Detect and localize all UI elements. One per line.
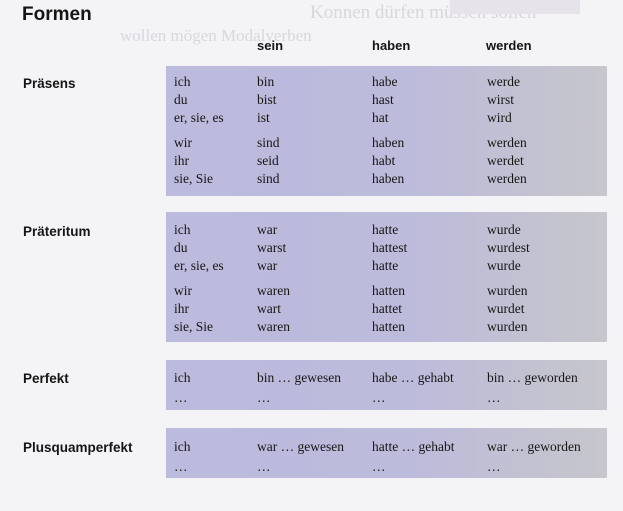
- verb-form-cell: haben: [372, 171, 405, 186]
- pronoun-cell: …: [174, 459, 188, 474]
- verb-form-cell: wurden: [487, 283, 528, 298]
- pronoun-cell: wir: [174, 283, 192, 298]
- verb-form-cell: wurden: [487, 319, 528, 334]
- verb-form-cell: habe … gehabt: [372, 370, 454, 385]
- conjugation-block-plusquamperfekt: [166, 428, 607, 478]
- conjugation-block-perfekt: [166, 360, 607, 410]
- pronoun-cell: …: [174, 390, 188, 405]
- verb-form-cell: hatte: [372, 258, 399, 273]
- pronoun-cell: er, sie, es: [174, 258, 224, 273]
- verb-form-cell: werdet: [487, 153, 524, 168]
- verb-form-cell: werden: [487, 135, 527, 150]
- conjugation-block-praeteritum: [166, 212, 607, 342]
- section-label-perfekt: Perfekt: [23, 371, 69, 386]
- verb-form-cell: waren: [257, 283, 290, 298]
- verb-form-cell: …: [487, 390, 501, 405]
- section-label-praeteritum: Präteritum: [23, 224, 91, 239]
- pronoun-cell: er, sie, es: [174, 110, 224, 125]
- verb-form-cell: …: [372, 390, 386, 405]
- verb-form-cell: war: [257, 222, 278, 237]
- column-header-sein: sein: [257, 38, 284, 53]
- column-header-haben: haben: [372, 38, 411, 53]
- verb-form-cell: war … gewesen: [257, 439, 344, 454]
- pronoun-cell: wir: [174, 135, 192, 150]
- verb-form-cell: wurdest: [487, 240, 530, 255]
- verb-form-cell: sind: [257, 171, 280, 186]
- verb-form-cell: habe: [372, 74, 398, 89]
- verb-form-cell: werde: [487, 74, 520, 89]
- verb-form-cell: …: [257, 459, 271, 474]
- verb-form-cell: wurde: [487, 258, 521, 273]
- verb-form-cell: wird: [487, 110, 512, 125]
- verb-form-cell: hatten: [372, 319, 405, 334]
- conjugation-block-praesens: [166, 66, 607, 196]
- background-show-through-2: wollen mögen Modalverben: [120, 26, 312, 45]
- verb-form-cell: bin … geworden: [487, 370, 578, 385]
- background-bar: [450, 0, 580, 14]
- pronoun-cell: du: [174, 92, 188, 107]
- pronoun-cell: ich: [174, 439, 191, 454]
- verb-form-cell: wurdet: [487, 301, 525, 316]
- column-header-werden: werden: [486, 38, 532, 53]
- verb-form-cell: hattet: [372, 301, 402, 316]
- verb-form-cell: hat: [372, 110, 389, 125]
- page-title: Formen: [22, 4, 92, 25]
- pronoun-cell: ich: [174, 370, 191, 385]
- pronoun-cell: ich: [174, 74, 191, 89]
- verb-form-cell: …: [372, 459, 386, 474]
- verb-form-cell: …: [487, 459, 501, 474]
- verb-form-cell: habt: [372, 153, 396, 168]
- section-label-praesens: Präsens: [23, 76, 76, 91]
- verb-form-cell: hatte … gehabt: [372, 439, 455, 454]
- verb-form-cell: werden: [487, 171, 527, 186]
- verb-form-cell: bin: [257, 74, 275, 89]
- verb-form-cell: hatte: [372, 222, 399, 237]
- verb-form-cell: …: [257, 390, 271, 405]
- verb-form-cell: hattest: [372, 240, 408, 255]
- pronoun-cell: ich: [174, 222, 191, 237]
- pronoun-cell: du: [174, 240, 188, 255]
- section-label-plusquamperfekt: Plusquamperfekt: [23, 440, 133, 455]
- verb-form-cell: war: [257, 258, 278, 273]
- verb-form-cell: war … geworden: [487, 439, 581, 454]
- verb-form-cell: wurde: [487, 222, 521, 237]
- verb-form-cell: hatten: [372, 283, 405, 298]
- verb-form-cell: sind: [257, 135, 280, 150]
- verb-form-cell: ist: [257, 110, 270, 125]
- verb-form-cell: hast: [372, 92, 394, 107]
- pronoun-cell: ihr: [174, 301, 189, 316]
- pronoun-cell: sie, Sie: [174, 319, 213, 334]
- pronoun-cell: sie, Sie: [174, 171, 213, 186]
- verb-form-cell: waren: [257, 319, 290, 334]
- verb-form-cell: seid: [257, 153, 279, 168]
- verb-form-cell: bin … gewesen: [257, 370, 341, 385]
- verb-form-cell: haben: [372, 135, 405, 150]
- pronoun-cell: ihr: [174, 153, 189, 168]
- verb-form-cell: bist: [257, 92, 277, 107]
- verb-form-cell: wart: [257, 301, 281, 316]
- verb-form-cell: wirst: [487, 92, 514, 107]
- verb-form-cell: warst: [257, 240, 287, 255]
